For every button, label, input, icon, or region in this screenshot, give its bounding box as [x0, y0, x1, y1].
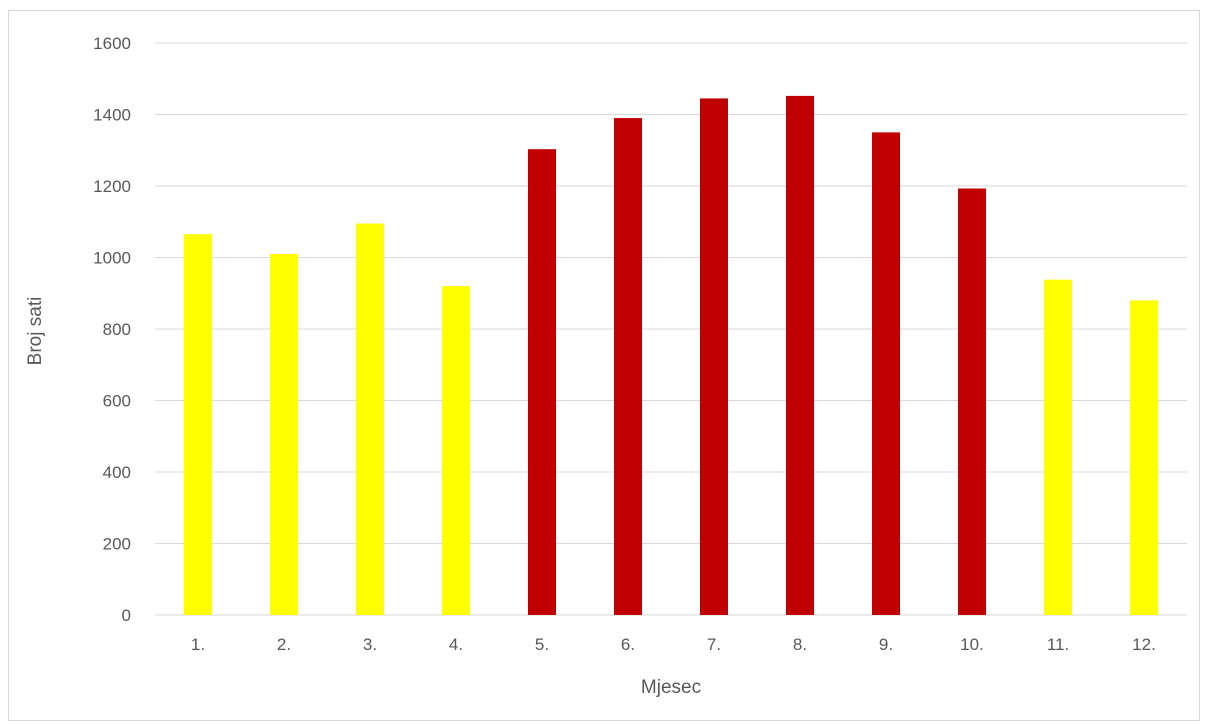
bar-12 — [1130, 300, 1158, 615]
x-tick-label: 6. — [621, 635, 635, 654]
y-tick-label: 600 — [103, 392, 131, 411]
bar-8 — [786, 95, 814, 615]
x-axis-ticks: 1. 2. 3. 4. 5. 6. 7. 8. 9. 10. 11. 12. — [191, 635, 1156, 654]
y-tick-label: 1400 — [93, 106, 131, 125]
y-axis-ticks: 0 200 400 600 800 1000 1200 1400 1600 — [93, 34, 131, 625]
bar-10 — [958, 188, 986, 615]
x-tick-label: 7. — [707, 635, 721, 654]
x-tick-label: 10. — [960, 635, 984, 654]
y-axis-label: Broj sati — [25, 297, 46, 366]
bar-1 — [184, 234, 212, 615]
bars — [184, 95, 1158, 616]
x-tick-label: 12. — [1132, 635, 1156, 654]
y-tick-label: 0 — [122, 606, 131, 625]
bar-11 — [1044, 279, 1072, 615]
x-tick-label: 11. — [1047, 635, 1069, 654]
y-tick-label: 1000 — [93, 249, 131, 268]
x-tick-label: 8. — [793, 635, 807, 654]
y-tick-label: 200 — [103, 535, 131, 554]
bar-5 — [528, 149, 556, 616]
y-tick-label: 400 — [103, 463, 131, 482]
x-tick-label: 3. — [363, 635, 377, 654]
y-tick-label: 800 — [103, 320, 131, 339]
x-axis-label: Mjesec — [641, 677, 701, 698]
bar-2 — [270, 253, 298, 616]
bar-6 — [614, 118, 642, 615]
bar-4 — [442, 286, 470, 615]
y-tick-label: 1600 — [93, 34, 131, 53]
bar-9 — [872, 132, 900, 615]
x-tick-label: 2. — [277, 635, 291, 654]
gridlines — [155, 42, 1187, 616]
x-tick-label: 4. — [449, 635, 463, 654]
y-tick-label: 1200 — [93, 177, 131, 196]
x-tick-label: 9. — [879, 635, 893, 654]
bar-3 — [356, 223, 384, 615]
bar-7 — [700, 98, 728, 616]
x-tick-label: 1. — [191, 635, 205, 654]
x-tick-label: 5. — [535, 635, 549, 654]
